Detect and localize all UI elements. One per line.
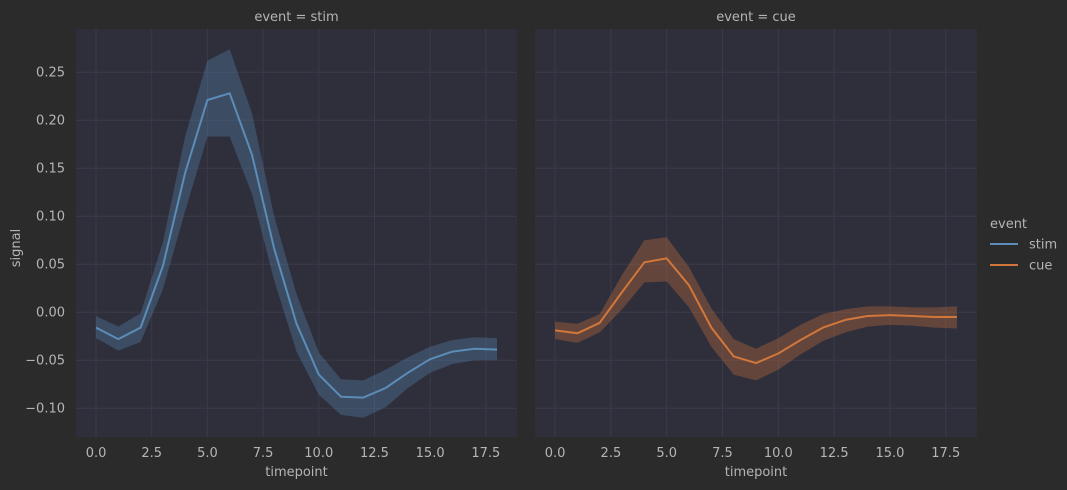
x-tick-label: 5.0 <box>197 446 218 461</box>
legend-label-cue: cue <box>1029 259 1052 274</box>
panel-title: event = cue <box>716 10 796 25</box>
y-tick-label: 0.10 <box>36 210 65 225</box>
x-axis-title: timepoint <box>265 465 328 480</box>
series-line-cue <box>554 257 957 365</box>
legend-items: stim cue <box>990 238 1057 274</box>
legend-title: event <box>990 217 1027 232</box>
x-tick-label: 15.0 <box>416 446 445 461</box>
x-tick-label: 5.0 <box>656 446 677 461</box>
plot-area <box>76 29 517 437</box>
x-tick-label: 12.5 <box>820 446 849 461</box>
x-tick-label: 2.5 <box>141 446 162 461</box>
x-tick-label: 17.5 <box>931 446 960 461</box>
x-axis-title: timepoint <box>725 465 788 480</box>
x-tick-label: 2.5 <box>601 446 622 461</box>
plot-area <box>535 29 977 437</box>
x-tick-label: 10.0 <box>304 446 333 461</box>
x-tick-label: 15.0 <box>875 446 904 461</box>
y-tick-label: 0.15 <box>36 162 65 177</box>
y-tick-label: −0.05 <box>25 354 65 369</box>
panel-stim: 0.0 2.5 5.0 7.5 10.0 12.5 15.0 17.5 −0.10 −0.05 0.… <box>25 10 517 480</box>
y-tick-label: 0.20 <box>36 114 65 129</box>
y-tick-label: 0.00 <box>36 306 65 321</box>
y-tick-label: 0.05 <box>36 258 65 273</box>
x-tick-label: 0.0 <box>545 446 566 461</box>
legend-label-stim: stim <box>1029 238 1057 253</box>
y-tick-label: 0.25 <box>36 66 65 81</box>
x-tick-label: 17.5 <box>471 446 500 461</box>
panel-cue: 0.0 2.5 5.0 7.5 10.0 12.5 15.0 17.5 timepoint eve… <box>535 10 977 480</box>
panels-layer: 0.0 2.5 5.0 7.5 10.0 12.5 15.0 17.5 −0.10 −0.05 0.… <box>25 10 977 480</box>
confidence-band-cue <box>555 237 957 381</box>
y-axis-title: signal <box>9 229 24 267</box>
x-tick-label: 10.0 <box>764 446 793 461</box>
x-tick-label: 0.0 <box>86 446 107 461</box>
legend: event stim cue <box>990 217 1057 274</box>
x-tick-label: 7.5 <box>253 446 274 461</box>
series-line-stim <box>95 92 498 399</box>
x-tick-label: 12.5 <box>360 446 389 461</box>
y-tick-label: −0.10 <box>25 402 65 417</box>
x-tick-label: 7.5 <box>712 446 733 461</box>
confidence-band-stim <box>96 49 497 418</box>
panel-title: event = stim <box>254 10 338 25</box>
